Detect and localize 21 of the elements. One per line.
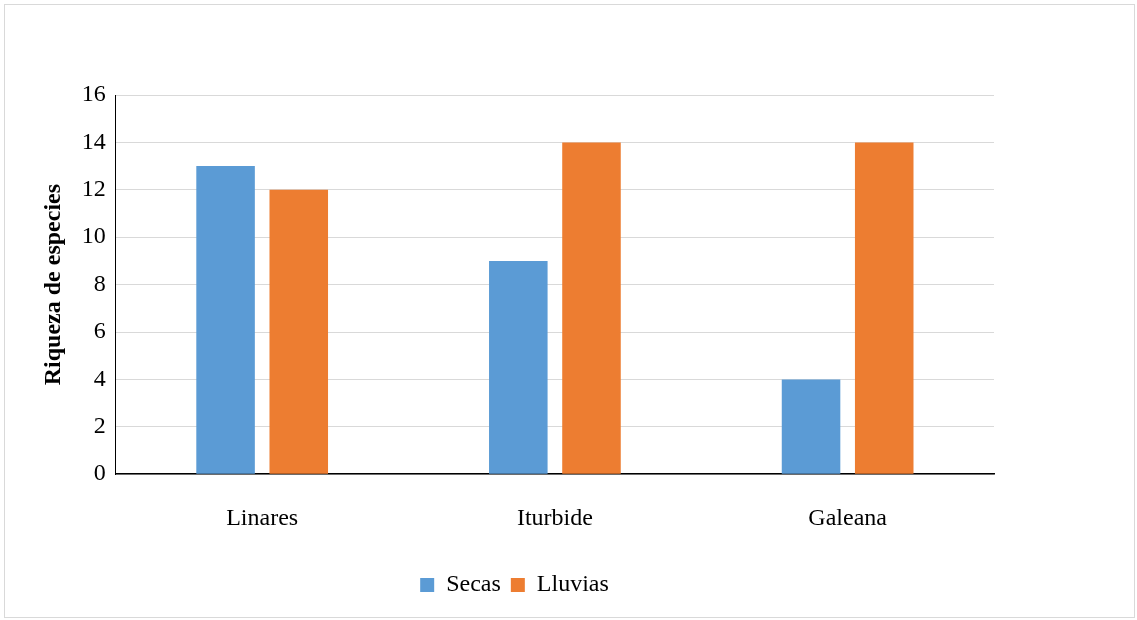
y-tick-label: 4: [93, 364, 106, 391]
bar: [196, 166, 255, 474]
legend-label: Secas: [446, 570, 501, 597]
bar: [562, 142, 621, 474]
legend-label: Lluvias: [536, 570, 609, 597]
x-tick-label: Linares: [226, 503, 299, 530]
y-tick-label: 16: [81, 80, 106, 107]
bar: [781, 379, 841, 474]
y-tick-label: 14: [81, 127, 106, 154]
x-tick-label: Iturbide: [516, 503, 593, 530]
bar: [489, 260, 548, 474]
y-tick-label: 2: [93, 412, 106, 439]
y-tick-label: 8: [93, 269, 106, 296]
y-axis-title: Riqueza de especies: [38, 183, 65, 386]
x-tick-label: Galeana: [808, 503, 888, 530]
y-tick-label: 12: [81, 175, 106, 202]
bar: [269, 189, 329, 474]
y-tick-label: 10: [81, 222, 106, 249]
y-tick-label: 6: [93, 317, 106, 344]
bar: [854, 142, 914, 474]
y-tick-label: 0: [93, 459, 106, 486]
